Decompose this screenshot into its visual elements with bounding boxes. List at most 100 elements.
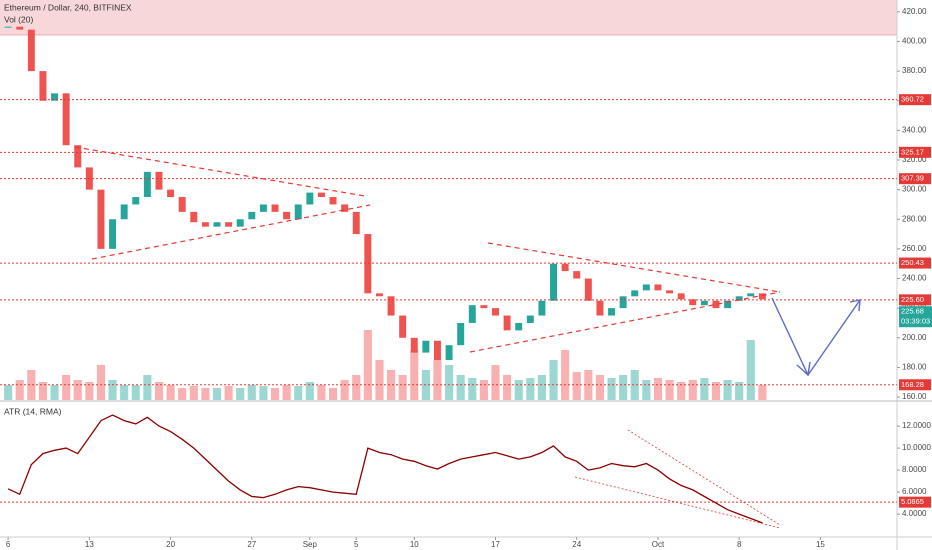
volume-bar: [224, 386, 233, 400]
candle-body: [747, 293, 755, 297]
candle-body: [561, 263, 569, 272]
candle-body: [399, 315, 407, 338]
volume-bar: [735, 382, 744, 400]
volume-bar: [479, 380, 488, 400]
volume-bar: [50, 385, 59, 400]
candle-body: [352, 211, 360, 235]
candle-body: [155, 171, 163, 190]
atr-trendlines: [574, 429, 781, 529]
volume-bar: [445, 365, 454, 400]
y-tick-label: 6.0000: [902, 487, 927, 496]
volume-bar: [537, 375, 546, 400]
volume-bar: [247, 385, 256, 400]
volume-bar: [375, 360, 384, 400]
candle-body: [550, 263, 557, 301]
volume-bar: [27, 370, 36, 400]
candle-body: [758, 293, 766, 300]
candle-body: [178, 197, 186, 212]
candle-body: [167, 189, 175, 198]
level-label: 307.39: [901, 174, 924, 183]
candle-body: [700, 300, 708, 306]
candle-body: [190, 211, 198, 223]
candle-body: [515, 322, 523, 331]
arrow-head: [796, 361, 811, 377]
candle-body: [120, 204, 128, 220]
candle-body: [712, 300, 720, 309]
y-tick-label: 280.00: [902, 214, 927, 223]
y-tick-label: 10.0000: [902, 443, 931, 452]
volume-bar: [294, 386, 303, 400]
candle-body: [689, 299, 697, 306]
volume-bar: [201, 388, 210, 400]
y-tick-label: 340.00: [902, 125, 927, 134]
volume-bar: [456, 375, 465, 400]
volume-bar: [514, 380, 523, 400]
candle-body: [213, 222, 221, 227]
arrow-head: [849, 299, 861, 312]
atr-line: [7, 414, 763, 524]
trendline: [469, 291, 781, 353]
x-tick-label: Sep: [303, 540, 318, 549]
candle-body: [39, 71, 47, 101]
volume-bar: [120, 385, 129, 400]
trendline: [574, 476, 781, 529]
candle-body: [109, 219, 117, 249]
candle-body: [294, 204, 302, 220]
volume-bar: [711, 382, 721, 400]
level-label: 250.43: [901, 258, 924, 267]
volume-bar: [73, 380, 82, 400]
volume-bar: [653, 378, 663, 400]
x-tick-label: 27: [247, 540, 256, 549]
y-tick-label: 12.0000: [902, 421, 931, 430]
x-tick-label: 10: [410, 540, 419, 549]
trendline: [91, 204, 371, 260]
candle-body: [422, 340, 430, 353]
volume-bar: [305, 382, 314, 400]
candle-body: [364, 234, 372, 294]
candle-body: [74, 145, 82, 168]
volume-bar: [386, 370, 396, 400]
candle-body: [433, 340, 441, 360]
arrow-path: [771, 297, 861, 377]
volume-bar: [688, 380, 697, 400]
volume-bar: [85, 382, 94, 400]
candle-body: [573, 271, 581, 279]
y-tick-label: 180.00: [902, 363, 927, 372]
candle-body: [248, 211, 256, 220]
candle-body: [596, 300, 604, 316]
last-price-label: 225.68: [901, 307, 924, 316]
candle-body: [654, 284, 662, 291]
volume-bar: [630, 370, 639, 400]
candle-body: [410, 337, 418, 353]
candle-body: [387, 296, 395, 316]
volume-bar: [491, 365, 500, 400]
candle-body: [51, 93, 59, 101]
y-tick-label: 240.00: [902, 274, 927, 283]
y-tick-label: 300.00: [902, 185, 927, 194]
trendlines: [74, 146, 781, 353]
candle-body: [584, 278, 592, 301]
trendline: [627, 429, 781, 526]
volume-bar: [549, 360, 558, 400]
level-tag: [899, 94, 931, 106]
candle-body: [16, 26, 24, 30]
volume-bar: [340, 380, 349, 400]
volume-bar: [758, 385, 767, 400]
volume-bar: [154, 382, 164, 400]
volume-bar: [131, 385, 140, 400]
volume-bar: [328, 388, 338, 400]
volume-bar: [317, 385, 326, 400]
volume-label: Vol (20): [4, 14, 33, 24]
candle-body: [608, 308, 616, 316]
volume-bar: [746, 340, 755, 400]
volume-bar: [143, 375, 152, 400]
y-tick-label: 380.00: [902, 66, 927, 75]
candle-body: [619, 296, 627, 309]
candle-body: [329, 197, 337, 205]
candle-body: [201, 222, 209, 227]
volume-bar: [189, 386, 198, 400]
x-tick-label: Oct: [652, 540, 665, 549]
countdown: 03:39:03: [901, 317, 930, 326]
y-tick-label: 260.00: [902, 244, 927, 253]
